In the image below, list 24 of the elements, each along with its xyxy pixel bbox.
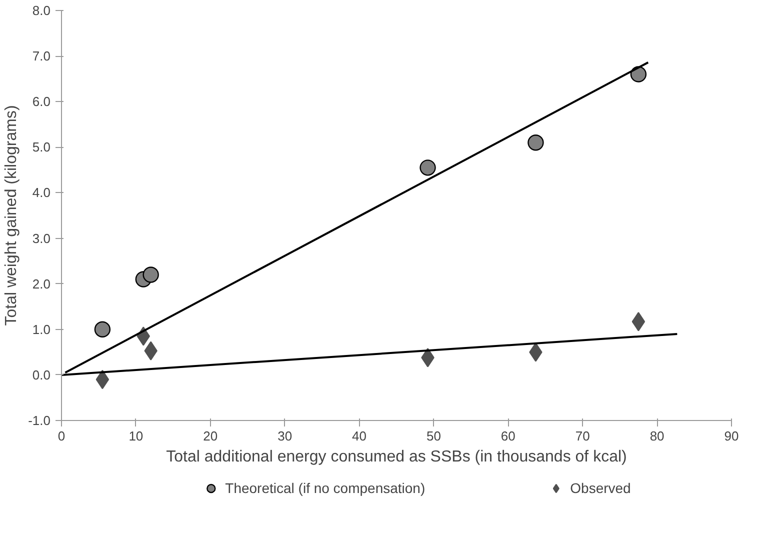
x-tick-label: 70 (575, 428, 590, 444)
x-tick-label: 50 (426, 428, 441, 444)
x-tick-label: 30 (278, 428, 292, 444)
legend-label: Observed (570, 480, 631, 496)
y-tick-label: 3.0 (32, 230, 51, 246)
x-tick-label: 10 (128, 428, 144, 444)
y-tick-label: 5.0 (32, 140, 51, 155)
y-tick-label: 1.0 (32, 322, 51, 337)
x-tick-label: 0 (58, 428, 66, 444)
y-tick-label: 4.0 (32, 185, 51, 200)
legend-label: Theoretical (if no compensation) (225, 480, 426, 496)
x-axis-title: Total additional energy consumed as SSBs (in thousands of kcal) (166, 448, 627, 466)
y-tick-label: 0.0 (32, 367, 51, 382)
y-tick-label: -1.0 (28, 413, 51, 428)
x-tick-label: 90 (724, 428, 739, 444)
x-tick-label: 80 (650, 428, 664, 444)
y-tick-label: 7.0 (32, 48, 51, 64)
y-tick-label: 2.0 (32, 276, 51, 292)
y-axis-title: Total weight gained (kilograms) (3, 105, 20, 326)
y-tick-label: 6.0 (32, 94, 51, 110)
x-tick-label: 40 (352, 428, 367, 444)
y-tick-label: 8.0 (32, 3, 51, 18)
x-tick-label: 20 (203, 428, 218, 444)
x-tick-label: 60 (500, 428, 516, 444)
